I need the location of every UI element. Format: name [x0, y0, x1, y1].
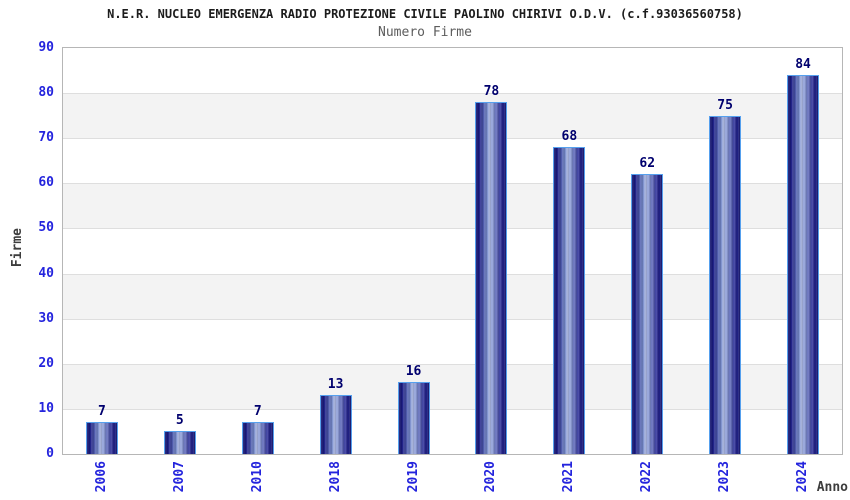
bar-value-label: 7 — [253, 404, 262, 420]
bar-2023 — [709, 115, 742, 454]
x-axis-title: Anno — [816, 480, 848, 495]
bar-2006 — [85, 422, 118, 454]
x-tick-label-2018: 2018 — [327, 461, 343, 493]
y-tick-label: 40 — [38, 265, 54, 281]
bar-2021 — [553, 147, 586, 454]
x-tick-label-2022: 2022 — [639, 461, 655, 493]
x-tick-label-2007: 2007 — [171, 461, 187, 493]
y-tick-label: 0 — [46, 446, 54, 461]
background-band — [63, 48, 842, 94]
y-tick-label: 50 — [38, 220, 54, 236]
bar-2020 — [475, 102, 508, 454]
bar-value-label: 75 — [717, 97, 733, 113]
chart-title: N.E.R. NUCLEO EMERGENZA RADIO PROTEZIONE… — [107, 7, 743, 21]
bar-slot: 78 — [453, 48, 531, 454]
bar-value-label: 84 — [795, 57, 811, 73]
x-tick-label-2020: 2020 — [483, 461, 499, 493]
bar-2024 — [787, 75, 820, 454]
y-tick-label: 80 — [38, 85, 54, 101]
gridline — [63, 408, 842, 410]
y-tick-label: 60 — [38, 175, 54, 191]
x-tick-label-2019: 2019 — [405, 461, 421, 493]
bar-slot: 5 — [141, 48, 219, 454]
bar-value-label: 78 — [483, 84, 500, 100]
gridline — [63, 138, 842, 140]
y-tick-label: 30 — [38, 310, 54, 326]
bar-value-label: 7 — [98, 404, 106, 420]
chart-subtitle: Numero Firme — [378, 25, 472, 40]
x-tick-label-2006: 2006 — [93, 461, 109, 493]
bar-2010 — [241, 422, 274, 454]
x-tick-label-2023: 2023 — [717, 461, 733, 493]
bar-2019 — [397, 381, 430, 454]
gridline — [63, 318, 842, 320]
bar-value-label: 16 — [405, 363, 422, 379]
y-tick-label: 90 — [38, 40, 54, 55]
gridline — [63, 183, 842, 185]
bar-value-label: 68 — [561, 129, 578, 145]
bar-2022 — [631, 174, 664, 454]
bar-slot: 62 — [608, 48, 686, 454]
bar-slot: 68 — [530, 48, 608, 454]
gridline — [63, 228, 842, 230]
gridline — [63, 93, 842, 95]
gridline — [63, 363, 842, 365]
bar-slot: 13 — [297, 48, 375, 454]
bar-slot: 7 — [219, 48, 297, 454]
bar-slot: 75 — [686, 48, 764, 454]
bar-slot: 7 — [63, 48, 141, 454]
bar-value-label: 62 — [639, 156, 656, 172]
y-tick-label: 70 — [38, 130, 54, 146]
bar-value-label: 5 — [175, 413, 184, 429]
bar-2018 — [319, 395, 352, 454]
bar-slot: 84 — [764, 48, 842, 454]
bar-slot: 16 — [375, 48, 453, 454]
x-tick-label-2021: 2021 — [561, 461, 577, 493]
bar-value-label: 13 — [327, 377, 344, 393]
bar-2007 — [163, 431, 196, 454]
y-tick-label: 10 — [38, 400, 54, 416]
plot-area: 7 5 7 13 16 78 68 62 75 84 — [62, 47, 843, 455]
gridline — [63, 273, 842, 275]
y-tick-label: 20 — [38, 355, 54, 371]
x-tick-label-2024: 2024 — [795, 461, 811, 493]
x-tick-label-2010: 2010 — [249, 461, 265, 493]
